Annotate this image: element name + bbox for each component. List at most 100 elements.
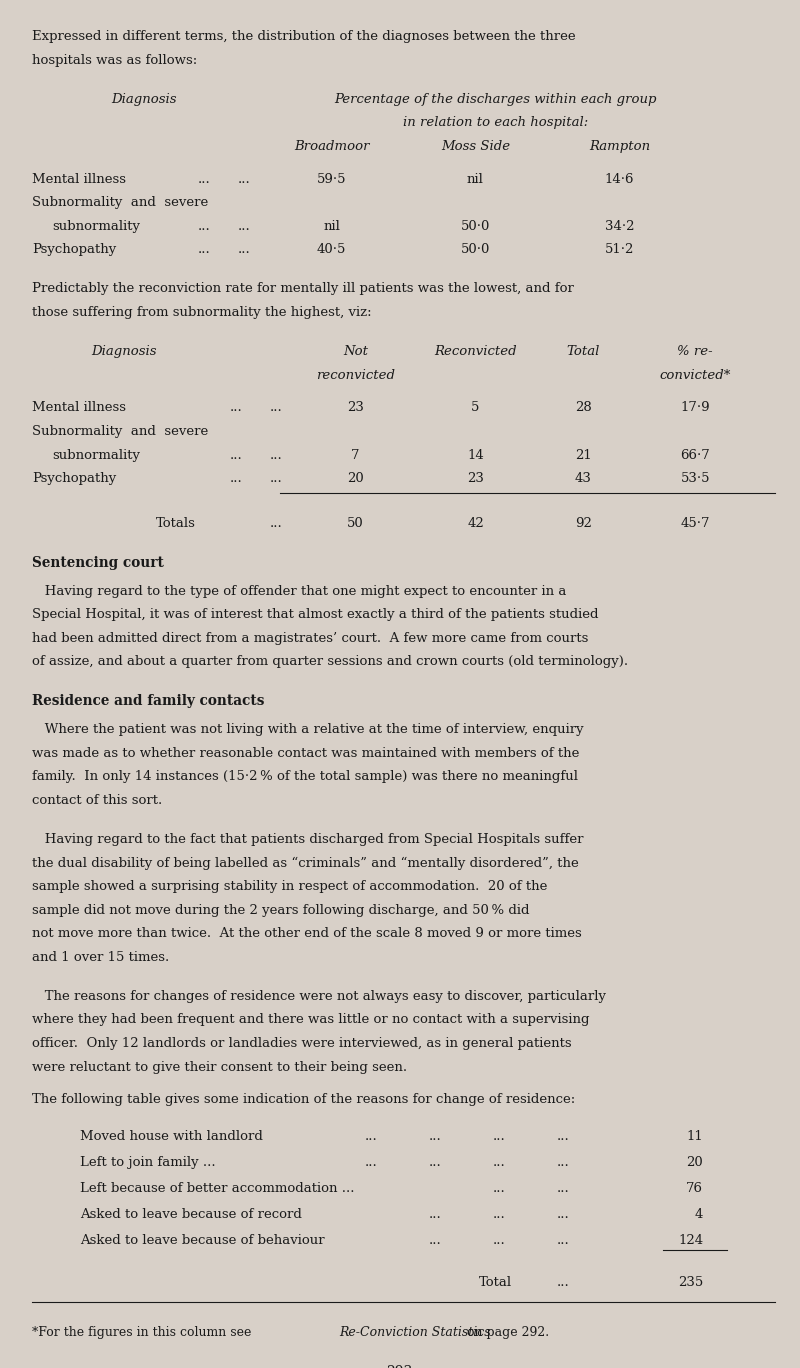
Text: ...: ... [230,449,242,461]
Text: ...: ... [557,1182,570,1196]
Text: sample did not move during the 2 years following discharge, and 50 % did: sample did not move during the 2 years f… [32,904,530,917]
Text: Expressed in different terms, the distribution of the diagnoses between the thre: Expressed in different terms, the distri… [32,30,575,42]
Text: Left because of better accommodation ...: Left because of better accommodation ... [80,1182,354,1196]
Text: where they had been frequent and there was little or no contact with a supervisi: where they had been frequent and there w… [32,1014,590,1026]
Text: Left to join family ...: Left to join family ... [80,1156,215,1170]
Text: ...: ... [493,1208,506,1222]
Text: ...: ... [557,1130,570,1142]
Text: ...: ... [429,1234,442,1248]
Text: 66·7: 66·7 [680,449,710,461]
Text: % re-: % re- [678,345,713,358]
Text: those suffering from subnormality the highest, viz:: those suffering from subnormality the hi… [32,306,371,319]
Text: 50·0: 50·0 [461,220,490,233]
Text: 20: 20 [347,472,364,486]
Text: 53·5: 53·5 [681,472,710,486]
Text: 124: 124 [678,1234,703,1248]
Text: ...: ... [198,220,210,233]
Text: ...: ... [557,1276,570,1289]
Text: ...: ... [429,1130,442,1142]
Text: 23: 23 [467,472,484,486]
Text: ...: ... [557,1234,570,1248]
Text: Psychopathy: Psychopathy [32,244,116,256]
Text: 59·5: 59·5 [317,172,346,186]
Text: Predictably the reconviction rate for mentally ill patients was the lowest, and : Predictably the reconviction rate for me… [32,282,574,295]
Text: 7: 7 [351,449,360,461]
Text: Moss Side: Moss Side [441,140,510,153]
Text: Diagnosis: Diagnosis [111,93,177,105]
Text: 17·9: 17·9 [680,401,710,415]
Text: 45·7: 45·7 [681,517,710,529]
Text: 293: 293 [386,1365,413,1368]
Text: Sentencing court: Sentencing court [32,555,164,569]
Text: ...: ... [493,1130,506,1142]
Text: ...: ... [270,517,282,529]
Text: ...: ... [230,472,242,486]
Text: 92: 92 [575,517,592,529]
Text: ...: ... [557,1156,570,1170]
Text: subnormality: subnormality [52,220,140,233]
Text: 5: 5 [471,401,480,415]
Text: ...: ... [493,1182,506,1196]
Text: 50·0: 50·0 [461,244,490,256]
Text: Asked to leave because of record: Asked to leave because of record [80,1208,302,1222]
Text: sample showed a surprising stability in respect of accommodation.  20 of the: sample showed a surprising stability in … [32,880,547,893]
Text: ...: ... [198,172,210,186]
Text: The following table gives some indication of the reasons for change of residence: The following table gives some indicatio… [32,1093,575,1107]
Text: 34·2: 34·2 [605,220,634,233]
Text: nil: nil [323,220,340,233]
Text: ...: ... [238,172,250,186]
Text: Having regard to the type of offender that one might expect to encounter in a: Having regard to the type of offender th… [32,584,566,598]
Text: 40·5: 40·5 [317,244,346,256]
Text: ...: ... [365,1130,378,1142]
Text: and 1 over 15 times.: and 1 over 15 times. [32,951,170,963]
Text: Psychopathy: Psychopathy [32,472,116,486]
Text: Residence and family contacts: Residence and family contacts [32,695,264,709]
Text: Subnormality  and  severe: Subnormality and severe [32,425,208,438]
Text: Mental illness: Mental illness [32,401,126,415]
Text: Rampton: Rampton [589,140,650,153]
Text: ...: ... [429,1156,442,1170]
Text: ...: ... [198,244,210,256]
Text: Special Hospital, it was of interest that almost exactly a third of the patients: Special Hospital, it was of interest tha… [32,607,598,621]
Text: 14: 14 [467,449,484,461]
Text: Where the patient was not living with a relative at the time of interview, enqui: Where the patient was not living with a … [32,724,583,736]
Text: was made as to whether reasonable contact was maintained with members of the: was made as to whether reasonable contac… [32,747,579,759]
Text: 23: 23 [347,401,364,415]
Text: family.  In only 14 instances (15·2 % of the total sample) was there no meaningf: family. In only 14 instances (15·2 % of … [32,770,578,784]
Text: in relation to each hospital:: in relation to each hospital: [403,116,588,130]
Text: 43: 43 [575,472,592,486]
Text: ...: ... [270,401,282,415]
Text: ...: ... [270,472,282,486]
Text: 76: 76 [686,1182,703,1196]
Text: the dual disability of being labelled as “criminals” and “mentally disordered”, : the dual disability of being labelled as… [32,856,578,870]
Text: Percentage of the discharges within each group: Percentage of the discharges within each… [334,93,657,105]
Text: Subnormality  and  severe: Subnormality and severe [32,196,208,209]
Text: reconvicted: reconvicted [316,369,395,382]
Text: 51·2: 51·2 [605,244,634,256]
Text: ...: ... [365,1156,378,1170]
Text: ...: ... [238,244,250,256]
Text: of assize, and about a quarter from quarter sessions and crown courts (old termi: of assize, and about a quarter from quar… [32,655,628,668]
Text: Totals: Totals [156,517,196,529]
Text: Re-Conviction Statistics: Re-Conviction Statistics [340,1326,491,1339]
Text: ...: ... [493,1234,506,1248]
Text: officer.  Only 12 landlords or landladies were interviewed, as in general patien: officer. Only 12 landlords or landladies… [32,1037,571,1051]
Text: Having regard to the fact that patients discharged from Special Hospitals suffer: Having regard to the fact that patients … [32,833,583,845]
Text: ...: ... [230,401,242,415]
Text: 42: 42 [467,517,484,529]
Text: Total: Total [479,1276,512,1289]
Text: ...: ... [429,1208,442,1222]
Text: 21: 21 [575,449,592,461]
Text: *For the figures in this column see: *For the figures in this column see [32,1326,255,1339]
Text: nil: nil [467,172,484,186]
Text: Moved house with landlord: Moved house with landlord [80,1130,262,1142]
Text: 28: 28 [575,401,592,415]
Text: 20: 20 [686,1156,703,1170]
Text: hospitals was as follows:: hospitals was as follows: [32,53,198,67]
Text: Asked to leave because of behaviour: Asked to leave because of behaviour [80,1234,325,1248]
Text: were reluctant to give their consent to their being seen.: were reluctant to give their consent to … [32,1060,407,1074]
Text: Total: Total [566,345,600,358]
Text: Reconvicted: Reconvicted [434,345,517,358]
Text: ...: ... [557,1208,570,1222]
Text: ...: ... [493,1156,506,1170]
